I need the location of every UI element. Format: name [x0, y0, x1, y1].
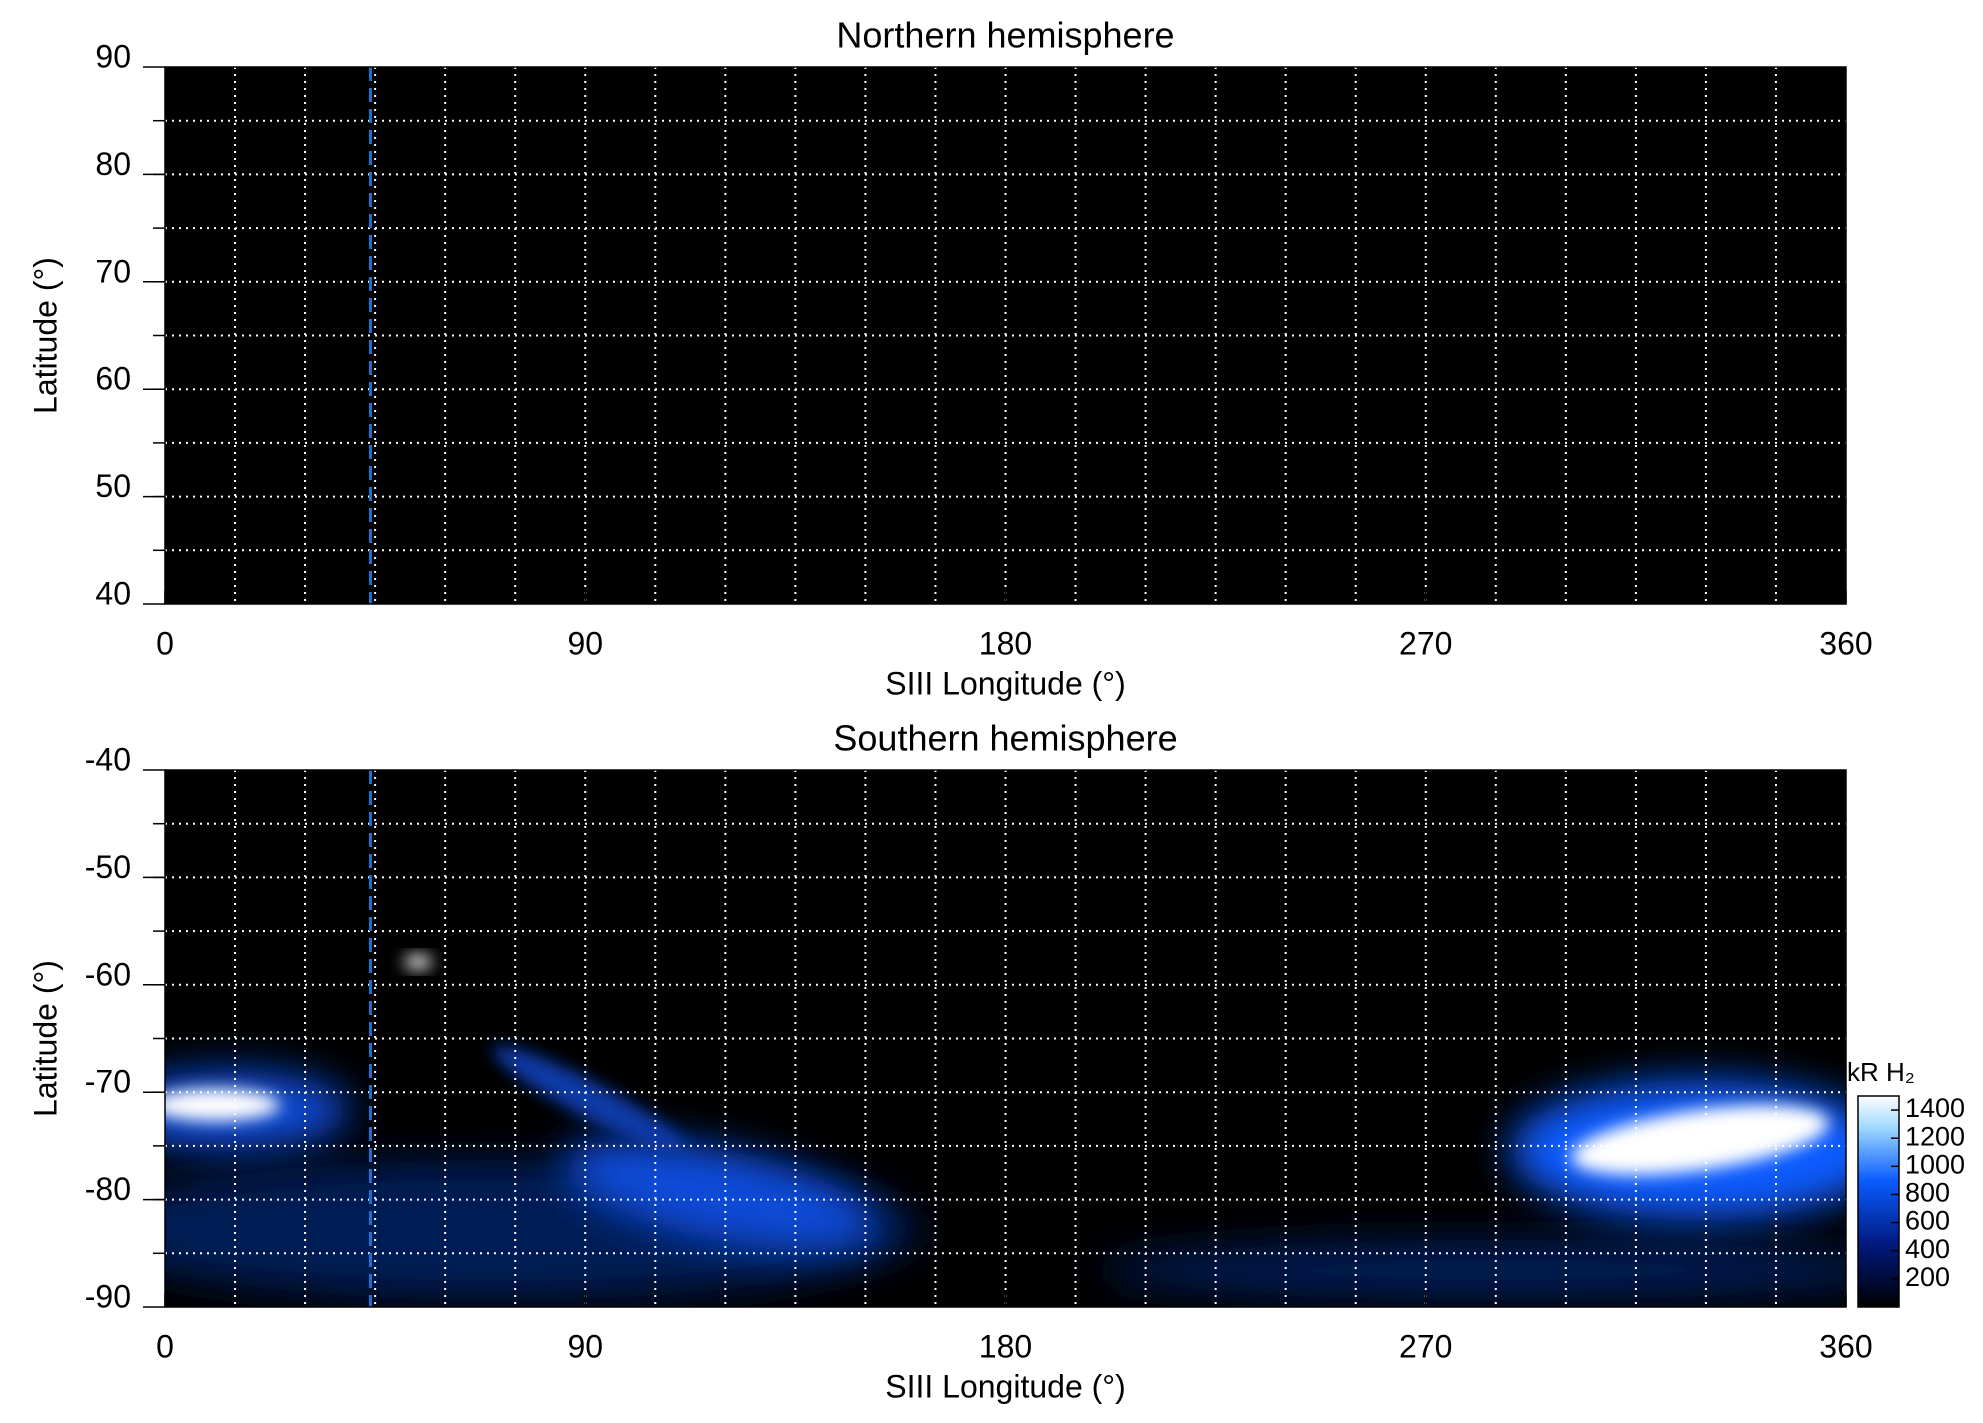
- y-tick-label: -70: [85, 1064, 131, 1100]
- colorbar-tick-label: 800: [1905, 1178, 1950, 1208]
- y-axis-label: Latitude (°): [27, 257, 63, 414]
- emission-core: [1571, 1105, 1829, 1175]
- y-tick-label: 60: [95, 361, 131, 397]
- y-tick-label: 70: [95, 253, 131, 289]
- emission-spot: [404, 955, 432, 969]
- x-tick-label: 270: [1399, 625, 1452, 661]
- y-tick-label: 40: [95, 575, 131, 611]
- emission-core: [165, 1089, 280, 1121]
- x-tick-label: 90: [567, 1328, 603, 1364]
- y-tick-label: -60: [85, 956, 131, 992]
- colorbar-tick-label: 1000: [1905, 1149, 1965, 1179]
- x-tick-label: 360: [1819, 625, 1872, 661]
- x-tick-label: 90: [567, 625, 603, 661]
- emission-glow: [1100, 1240, 1846, 1300]
- y-tick-label: 80: [95, 146, 131, 182]
- y-tick-label: -40: [85, 741, 131, 777]
- colorbar-tick-label: 1200: [1905, 1121, 1965, 1151]
- emission-arc: [492, 1045, 688, 1155]
- y-tick-label: -90: [85, 1278, 131, 1314]
- chart-title: Southern hemisphere: [833, 718, 1177, 759]
- colorbar: [1857, 1095, 1900, 1308]
- colorbar-tick-label: 600: [1905, 1206, 1950, 1236]
- colorbar-tick-label: 200: [1905, 1262, 1950, 1292]
- x-tick-label: 180: [979, 625, 1032, 661]
- y-tick-label: -80: [85, 1171, 131, 1207]
- x-tick-label: 0: [156, 625, 174, 661]
- x-tick-label: 0: [156, 1328, 174, 1364]
- x-axis-label: SIII Longitude (°): [885, 665, 1125, 701]
- x-tick-label: 360: [1819, 1328, 1872, 1364]
- y-tick-label: -50: [85, 849, 131, 885]
- auroral-emission: [165, 955, 1846, 1300]
- colorbar-tick-label: 1400: [1905, 1093, 1965, 1123]
- y-tick-label: 50: [95, 468, 131, 504]
- colorbar-label: kR H₂: [1847, 1057, 1915, 1087]
- colorbar-tick-label: 400: [1905, 1234, 1950, 1264]
- x-tick-label: 180: [979, 1328, 1032, 1364]
- chart-title: Northern hemisphere: [836, 15, 1174, 56]
- y-axis-label: Latitude (°): [27, 960, 63, 1117]
- x-tick-label: 270: [1399, 1328, 1452, 1364]
- emission-arc: [563, 1139, 877, 1251]
- y-tick-label: 90: [95, 38, 131, 74]
- overlay: Northern hemisphere 0 90 180 270 360 40 50 60 70 8…: [27, 15, 1965, 1405]
- x-axis-label: SIII Longitude (°): [885, 1368, 1125, 1404]
